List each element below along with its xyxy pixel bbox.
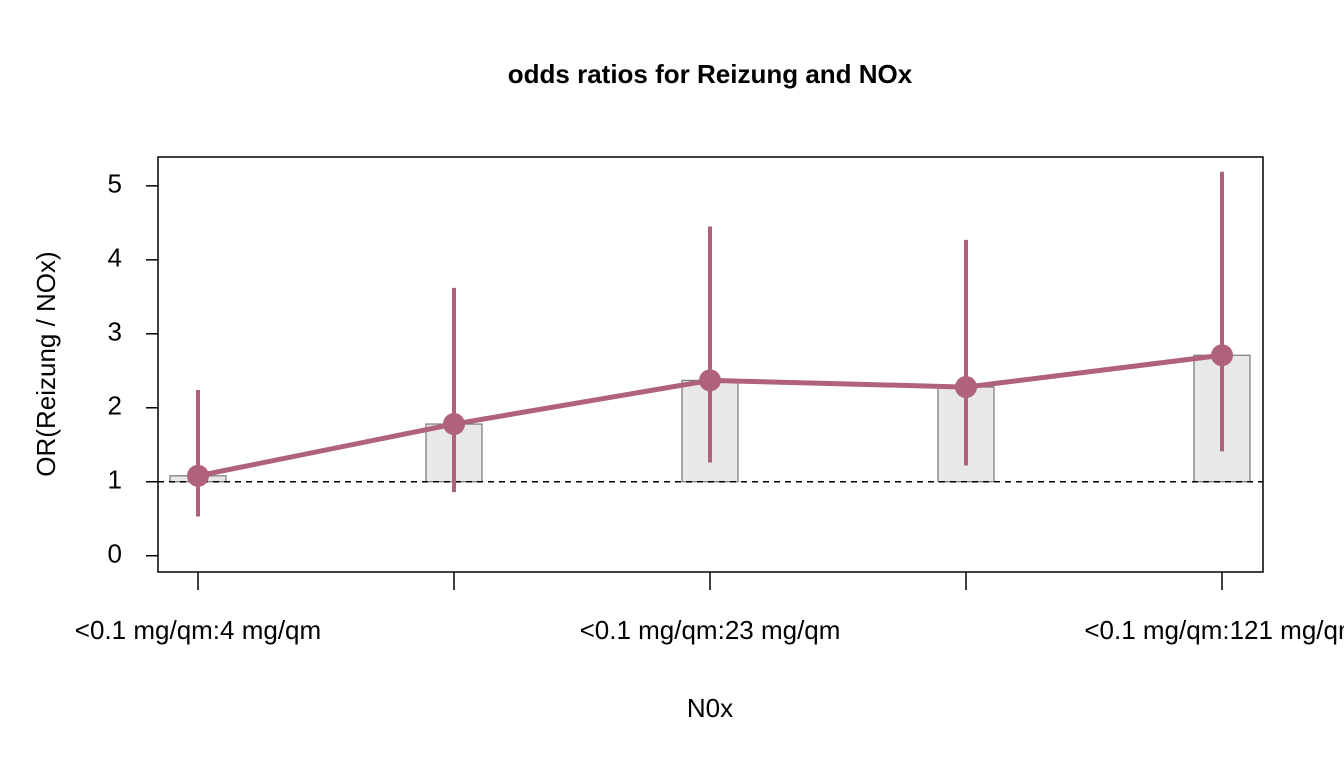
y-tick-label: 5 xyxy=(108,169,122,199)
point xyxy=(187,464,209,487)
x-tick-label: <0.1 mg/qm:23 mg/qm xyxy=(580,615,841,645)
y-tick-label: 2 xyxy=(108,391,122,421)
y-tick-label: 0 xyxy=(108,539,122,569)
point xyxy=(699,369,721,392)
point xyxy=(955,376,977,399)
y-axis-label: OR(Reizung / NOx) xyxy=(31,251,61,476)
chart-title: odds ratios for Reizung and NOx xyxy=(508,59,913,89)
y-tick-label: 4 xyxy=(108,243,122,273)
point xyxy=(1211,344,1233,367)
x-tick-label: <0.1 mg/qm:121 mg/qm xyxy=(1084,615,1344,645)
y-tick-label: 1 xyxy=(108,465,122,495)
x-axis-label: N0x xyxy=(687,693,733,723)
point xyxy=(443,413,465,436)
y-tick-label: 3 xyxy=(108,317,122,347)
x-tick-label: <0.1 mg/qm:4 mg/qm xyxy=(75,615,321,645)
